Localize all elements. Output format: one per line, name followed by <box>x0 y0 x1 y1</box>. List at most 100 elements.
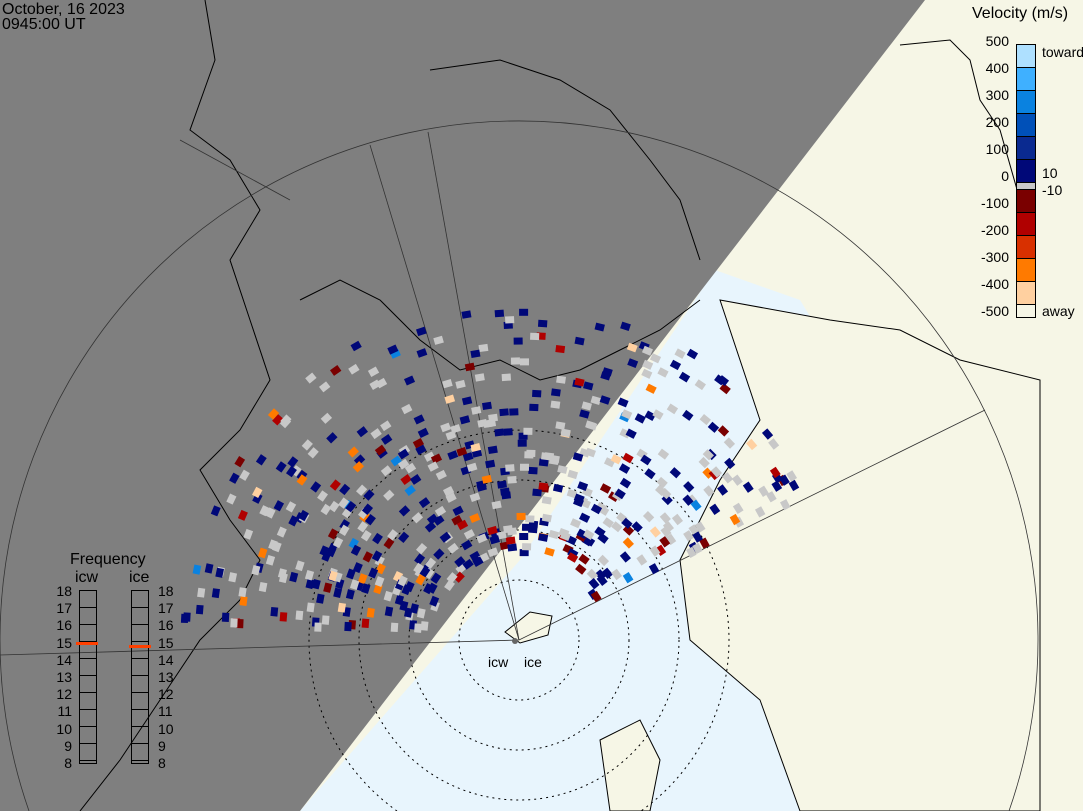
radar-cell <box>404 581 415 593</box>
radar-cell <box>530 332 540 341</box>
radar-cell <box>461 396 473 406</box>
radar-cell <box>306 602 315 613</box>
radar-cell <box>482 401 492 411</box>
radar-cell <box>525 515 535 523</box>
radar-cell <box>649 526 661 538</box>
radar-cell <box>611 568 623 581</box>
radar-cell <box>719 383 731 395</box>
radar-cell <box>338 524 350 536</box>
radar-cell <box>622 572 634 584</box>
radar-cell <box>476 533 488 544</box>
radar-cell <box>319 381 331 393</box>
radar-cell <box>487 445 498 455</box>
radar-cell <box>361 618 370 629</box>
colorbar-segment <box>1017 190 1035 213</box>
radar-cell <box>555 345 566 354</box>
radar-cell <box>481 474 493 484</box>
radar-cell <box>259 505 270 517</box>
radar-cell <box>602 367 613 377</box>
latitude-circles <box>0 120 1039 811</box>
radar-cell <box>574 336 585 346</box>
radar-cell <box>440 422 452 433</box>
radar-cell <box>729 513 741 526</box>
radar-cell <box>556 375 567 384</box>
radar-cell <box>462 558 474 570</box>
radar-cell <box>662 521 675 533</box>
radar-cell <box>742 481 754 493</box>
radar-cell <box>356 426 369 438</box>
latitude-arc-dotted <box>308 429 730 811</box>
radar-cell <box>746 438 758 451</box>
radar-cell <box>671 513 684 526</box>
radar-cell <box>442 379 453 389</box>
radar-cell <box>296 474 308 486</box>
radar-cell <box>375 563 386 575</box>
radar-cell <box>478 343 489 353</box>
radar-cell <box>234 456 246 468</box>
radar-cell <box>352 562 363 574</box>
radar-cell <box>619 477 632 489</box>
radar-cell <box>655 544 667 556</box>
radar-cell <box>326 432 338 444</box>
radar-cell <box>252 492 263 504</box>
radar-cell <box>552 483 564 493</box>
frequency-radar-ice: ice <box>129 569 150 586</box>
frequency-tick: 17 <box>56 600 72 617</box>
radar-cell <box>426 513 439 525</box>
radar-cell <box>414 553 426 565</box>
radar-cell <box>362 551 373 563</box>
radar-cell <box>350 544 362 556</box>
frequency-tick: 12 <box>56 686 72 703</box>
radar-cell <box>288 515 299 527</box>
radar-cell <box>374 444 387 456</box>
date-label: October, 16 2023 <box>2 1 125 18</box>
radar-cell <box>513 337 523 345</box>
radar-cell <box>346 568 356 580</box>
radar-cell <box>510 357 521 365</box>
radar-cell <box>524 451 534 459</box>
radar-cell <box>413 562 424 575</box>
radar-cell <box>686 546 697 558</box>
frequency-tick: 17 <box>158 600 174 617</box>
radar-cell <box>474 373 485 382</box>
radar-cell <box>445 492 457 503</box>
radar-cell <box>538 482 549 491</box>
radar-cell <box>416 608 426 619</box>
radar-cell <box>383 489 395 501</box>
radar-cell <box>642 511 655 523</box>
radar-cell <box>370 428 382 440</box>
frequency-tick: 16 <box>158 617 174 634</box>
radar-cell <box>491 500 502 510</box>
radar-cell <box>328 570 338 582</box>
radar-cell <box>464 362 475 372</box>
radar-cell <box>252 486 263 499</box>
radar-cell <box>304 569 315 581</box>
radar-site-marker <box>512 638 518 644</box>
radar-cell <box>357 521 369 533</box>
radar-cell <box>390 455 402 467</box>
radar-cell <box>686 348 699 360</box>
radar-cell <box>430 453 443 464</box>
radar-cell <box>572 452 584 462</box>
radar-cell <box>622 524 635 536</box>
radar-cell <box>461 310 472 319</box>
radar-cell <box>548 529 560 540</box>
radar-cell <box>532 488 542 497</box>
radar-cell <box>659 487 672 500</box>
radar-cell <box>714 374 726 386</box>
radar-cell <box>456 446 468 457</box>
radar-cell <box>579 409 590 419</box>
colorbar-segment <box>1017 236 1035 259</box>
radar-cell <box>411 512 424 524</box>
radar-cell <box>355 484 368 496</box>
radar-cell <box>578 553 590 565</box>
radar-cell <box>583 381 594 391</box>
frequency-tick: 11 <box>158 703 173 720</box>
radar-cell <box>699 413 711 426</box>
radar-cell <box>779 474 790 486</box>
radar-cell <box>416 326 427 337</box>
radar-cell <box>420 621 429 631</box>
radar-cell <box>610 454 622 465</box>
radar-cell <box>717 484 729 496</box>
radar-cell <box>601 567 613 579</box>
